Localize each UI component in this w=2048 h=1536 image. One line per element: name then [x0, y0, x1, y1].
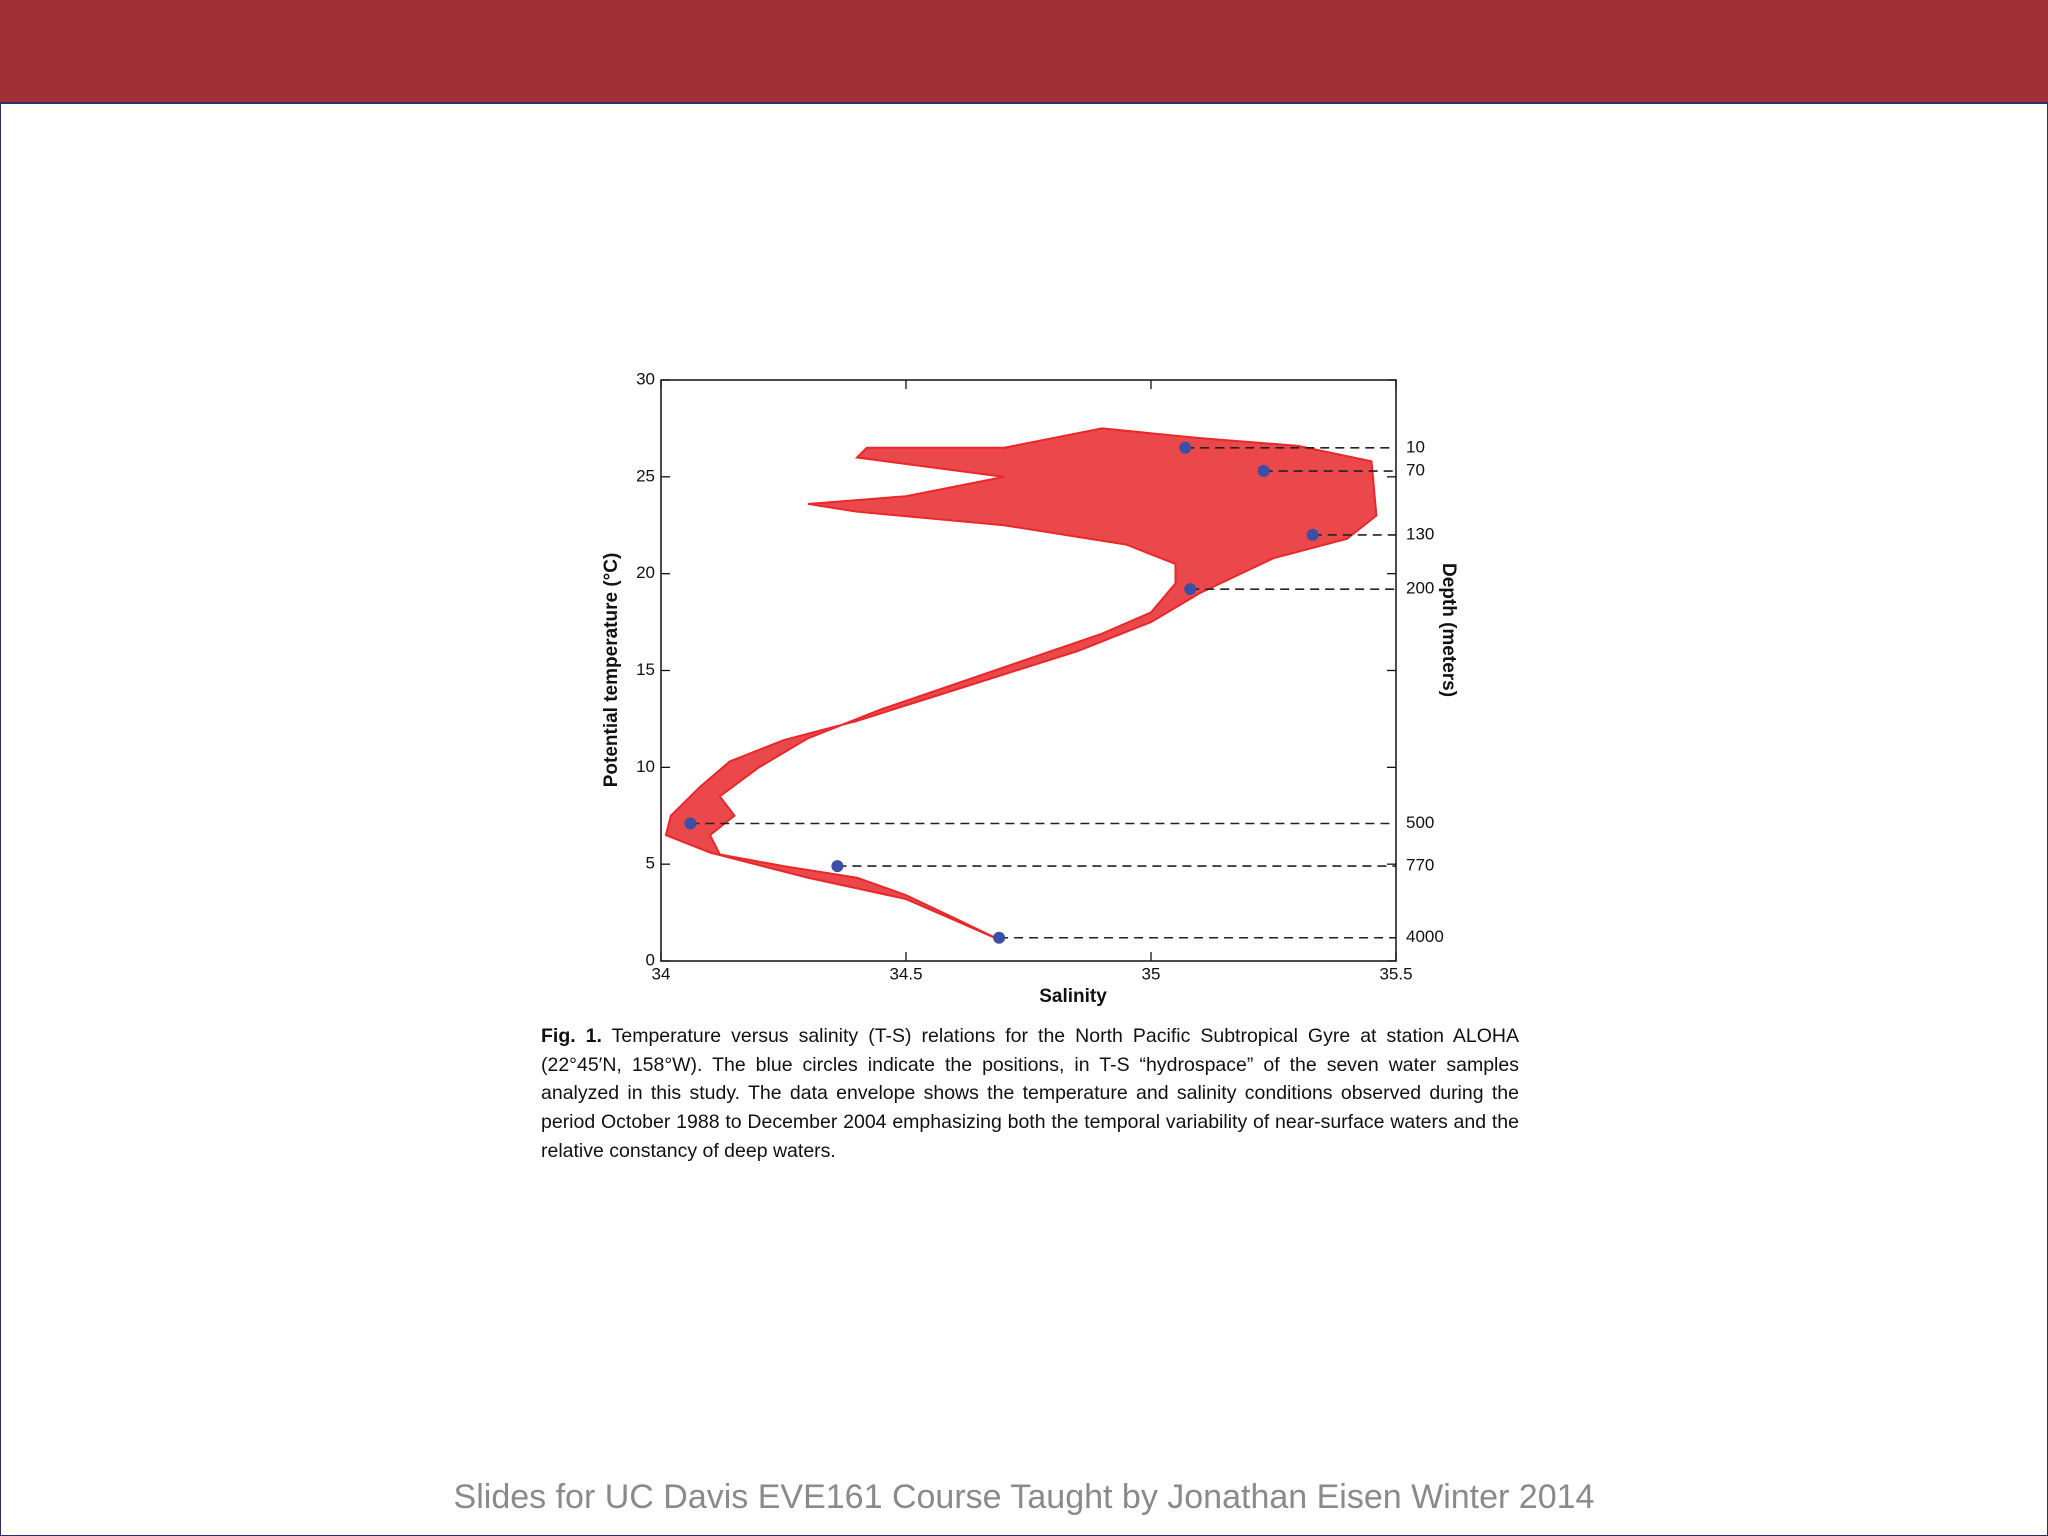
x-tick-label: 35 [1142, 964, 1161, 983]
y-tick-label: 10 [636, 757, 655, 776]
sample-point [1179, 441, 1192, 454]
figure-caption: Fig. 1. Temperature versus salinity (T-S… [541, 1022, 1519, 1166]
depth-label: 10 [1406, 437, 1425, 456]
data-envelope [664, 427, 1378, 941]
sample-point [684, 817, 697, 830]
y2-axis-label: Depth (meters) [1438, 563, 1459, 697]
y-tick-label: 25 [636, 466, 655, 485]
y-tick-label: 5 [646, 854, 655, 873]
y-tick-label: 15 [636, 660, 655, 679]
x-tick-label: 35.5 [1379, 964, 1412, 983]
depth-label: 70 [1406, 461, 1425, 480]
y-axis-label: Potential temperature (°C) [601, 553, 622, 788]
caption-text: Temperature versus salinity (T-S) relati… [541, 1025, 1519, 1162]
sample-point [1184, 583, 1197, 596]
depth-label: 500 [1406, 813, 1434, 832]
y-tick-label: 0 [646, 950, 655, 969]
y-tick-label: 30 [636, 369, 655, 388]
sample-point [1306, 528, 1319, 541]
sample-point [1257, 465, 1270, 478]
caption-label: Fig. 1. [541, 1025, 602, 1047]
depth-label: 770 [1406, 856, 1434, 875]
x-tick-label: 34 [652, 964, 671, 983]
header-banner [0, 0, 2048, 104]
footer: Slides for UC Davis EVE161 Course Taught… [453, 1478, 1595, 1516]
depth-label: 200 [1406, 579, 1434, 598]
sample-point [993, 931, 1006, 944]
y-tick-label: 20 [636, 563, 655, 582]
x-tick-label: 34.5 [889, 964, 922, 983]
depth-label: 4000 [1406, 927, 1444, 946]
x-axis-label: Salinity [1039, 986, 1107, 1007]
depth-label: 130 [1406, 524, 1434, 543]
sample-point [831, 860, 844, 873]
